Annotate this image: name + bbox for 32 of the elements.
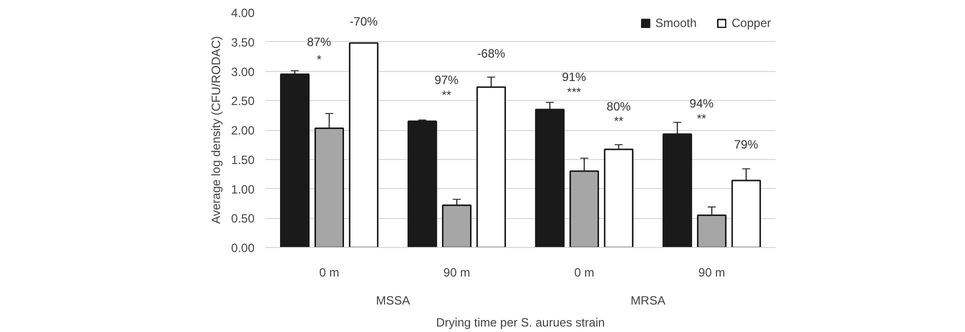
annotation: -70% [350,14,378,28]
annotation: 79% [734,138,759,152]
annotation: -68% [477,46,506,61]
y-axis-title: Average log density (CFU/RODAC) [209,36,224,224]
y-tick-label: 2.00 [231,124,255,138]
y-tick-label: 3.50 [231,35,255,50]
text: MSSA [376,294,410,308]
annotation: ** [614,114,624,128]
annotation: ** [696,111,707,126]
y-tick-label: 0.00 [231,241,255,255]
annotation: * [316,52,322,66]
x-tick-label: 0 m [319,266,340,280]
annotation: 87% [307,34,332,49]
x-tick-label: 90 m [443,266,470,280]
y-tick-label: 0.50 [231,212,255,226]
annotation: 91% [562,70,586,84]
y-tick-label: 1.50 [231,152,255,167]
y-tick-label: 4.00 [231,6,255,20]
legend-label: Copper [732,16,771,30]
x-tick-label: 0 m [574,266,594,280]
annotation: 97% [434,73,459,88]
annotation: 94% [690,96,714,111]
x-axis-title: Drying time per S. aurues strain [436,316,605,330]
text: MRSA [630,294,666,308]
annotation: ** [442,88,452,102]
y-tick-label: 3.00 [231,64,255,79]
y-tick-label: 2.50 [231,94,255,108]
x-tick-label: 90 m [698,266,726,280]
annotation: *** [567,84,582,99]
annotation: 80% [606,100,632,114]
y-tick-label: 1.00 [231,182,255,196]
legend-label: Smooth [655,16,697,30]
